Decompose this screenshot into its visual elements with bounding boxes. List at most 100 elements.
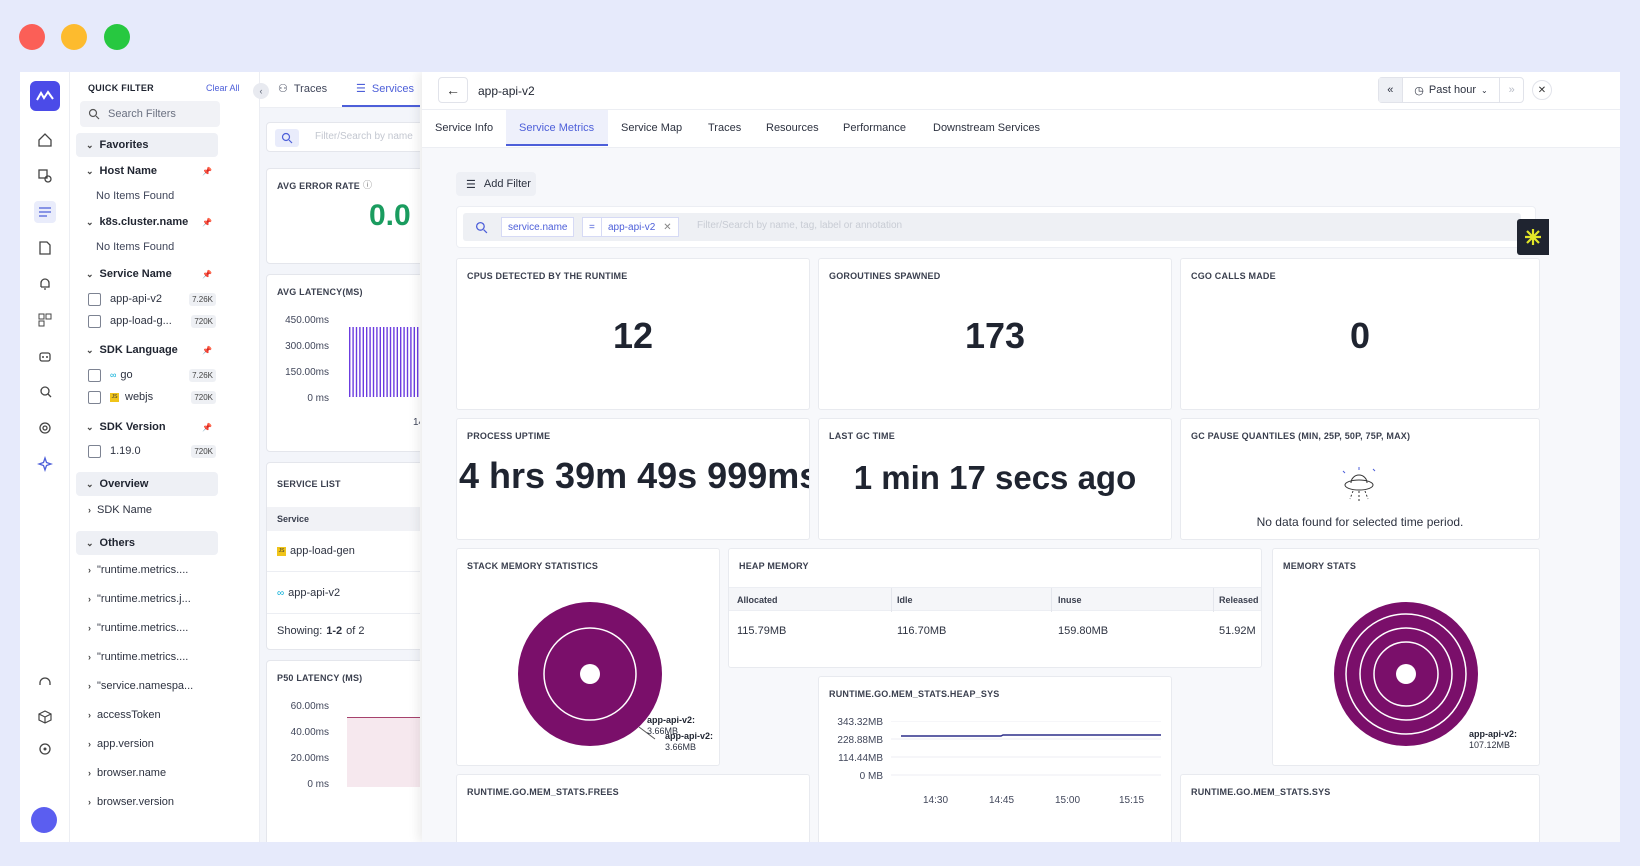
filter-chip-operator[interactable]: = [582, 217, 602, 237]
ai-search-icon[interactable] [467, 217, 495, 237]
option-label: webjs [125, 391, 154, 403]
info-icon[interactable]: ⓘ [363, 180, 373, 190]
filter-search-input[interactable] [108, 108, 208, 120]
filter-option-app-api-v2[interactable]: app-api-v2 7.26K [88, 290, 218, 308]
others-item[interactable]: › app.version [88, 738, 154, 750]
column-header: Idle [897, 595, 913, 605]
chip-remove-icon[interactable]: ✕ [663, 221, 672, 233]
window-minimize-button[interactable] [61, 24, 87, 50]
latency-bar [386, 327, 388, 397]
feedback-widget-icon[interactable] [1517, 219, 1549, 255]
card-title: GC PAUSE QUANTILES (MIN, 25P, 50P, 75P, … [1191, 431, 1411, 441]
collapse-panel-icon[interactable]: ‹ [253, 83, 269, 99]
window-maximize-button[interactable] [104, 24, 130, 50]
favorites-section[interactable]: ⌄ Favorites [76, 133, 218, 157]
others-item[interactable]: › "runtime.metrics.... [88, 622, 188, 634]
filter-option-go[interactable]: ∞ go 7.26K [88, 366, 218, 384]
checkbox[interactable] [88, 368, 101, 382]
others-item[interactable]: › browser.version [88, 796, 174, 808]
others-item[interactable]: › "runtime.metrics.... [88, 564, 188, 576]
column-header: Released [1219, 595, 1259, 605]
filter-chip-key[interactable]: service.name [501, 217, 575, 237]
others-item[interactable]: › "runtime.metrics.... [88, 651, 188, 663]
pin-icon[interactable]: 📌 [202, 166, 212, 176]
tab-service-info[interactable]: Service Info [435, 122, 494, 134]
app-logo-icon[interactable] [30, 81, 60, 111]
time-forward-icon[interactable]: » [1499, 78, 1523, 102]
gc-pause-card: GC PAUSE QUANTILES (MIN, 25P, 50P, 75P, … [1180, 418, 1540, 540]
time-back-icon[interactable]: « [1379, 78, 1403, 102]
metrics-search-input[interactable] [697, 220, 1097, 231]
sdk-version-label: SDK Version [99, 421, 166, 433]
chevron-right-icon: › [88, 739, 91, 749]
others-item-label: "runtime.metrics.j... [97, 593, 191, 605]
tab-service-metrics[interactable]: Service Metrics [519, 122, 595, 134]
option-label: app-load-g... [110, 315, 172, 327]
pin-icon[interactable]: 📌 [202, 422, 212, 432]
others-item[interactable]: › browser.name [88, 767, 166, 779]
service-row-app-api-v2[interactable]: ∞ app-api-v2 [277, 587, 340, 599]
tab-performance[interactable]: Performance [843, 122, 906, 134]
checkbox[interactable] [88, 390, 101, 404]
sdk-language-section[interactable]: ⌄ SDK Language 📌 [76, 340, 218, 360]
tab-downstream-services[interactable]: Downstream Services [933, 122, 1040, 134]
window-close-button[interactable] [19, 24, 45, 50]
pin-icon[interactable]: 📌 [202, 345, 212, 355]
ai-search-icon[interactable] [275, 129, 299, 147]
add-filter-button[interactable]: ☰ Add Filter [456, 172, 536, 196]
time-range-select[interactable]: ◷ Past hour ⌄ [1403, 78, 1500, 102]
overview-section[interactable]: ⌄ Overview [76, 472, 218, 496]
others-item[interactable]: › "service.namespa... [88, 680, 193, 692]
checkbox[interactable] [88, 292, 101, 306]
series-value: 107.12MB [1469, 740, 1511, 750]
alert-icon[interactable] [34, 273, 56, 295]
logs-icon[interactable] [34, 201, 56, 223]
filter-option-webjs[interactable]: JS webjs 720K [88, 388, 218, 406]
service-name-section[interactable]: ⌄ Service Name 📌 [76, 264, 218, 284]
settings-gear-icon[interactable] [34, 417, 56, 439]
sdk-name-item[interactable]: › SDK Name [88, 504, 152, 516]
filter-option-app-load-gen[interactable]: app-load-g... 720K [88, 312, 218, 330]
host-name-section[interactable]: ⌄ Host Name 📌 [76, 161, 218, 181]
others-item[interactable]: › "runtime.metrics.j... [88, 593, 191, 605]
filter-option-sdk-version[interactable]: 1.19.0 720K [88, 442, 218, 460]
sparkle-icon[interactable] [34, 453, 56, 475]
chevron-right-icon: › [88, 505, 91, 515]
cgo-value: 0 [1349, 315, 1371, 356]
support-icon[interactable] [34, 672, 56, 694]
tab-service-map[interactable]: Service Map [621, 122, 683, 134]
infra-icon[interactable] [34, 165, 56, 187]
tab-resources[interactable]: Resources [766, 122, 819, 134]
x-tick: 14:45 [989, 795, 1015, 806]
others-item[interactable]: › accessToken [88, 709, 161, 721]
pin-icon[interactable]: 📌 [202, 217, 212, 227]
settings-icon[interactable] [34, 738, 56, 760]
latency-bar [349, 327, 351, 397]
k8s-cluster-section[interactable]: ⌄ k8s.cluster.name 📌 [76, 212, 218, 232]
checkbox[interactable] [88, 444, 101, 458]
user-search-icon[interactable] [34, 381, 56, 403]
quick-filter-panel: QUICK FILTER Clear All ‹ ⌄ Favorites ⌄ Hos… [70, 72, 269, 842]
avg-error-rate-card: AVG ERROR RATE ⓘ 0.0 [266, 168, 420, 264]
dashboard-icon[interactable] [34, 309, 56, 331]
tab-traces[interactable]: Traces [708, 122, 742, 134]
tab-traces[interactable]: ⚇ Traces [278, 82, 327, 96]
pin-icon[interactable]: 📌 [202, 269, 212, 279]
filter-chip-value[interactable]: app-api-v2 ✕ [601, 217, 679, 237]
sdk-version-section[interactable]: ⌄ SDK Version 📌 [76, 417, 218, 437]
close-icon[interactable]: ✕ [1532, 80, 1552, 100]
services-search-input[interactable] [315, 131, 420, 142]
others-item-label: "runtime.metrics.... [97, 651, 189, 663]
box-icon[interactable] [34, 706, 56, 728]
back-arrow-icon[interactable]: ← [438, 77, 468, 103]
others-section[interactable]: ⌄ Others [76, 531, 218, 555]
card-title: LAST GC TIME [829, 431, 895, 441]
clear-all-link[interactable]: Clear All [206, 83, 240, 93]
doc-icon[interactable] [34, 237, 56, 259]
service-row-app-load-gen[interactable]: JS app-load-gen [277, 545, 355, 557]
checkbox[interactable] [88, 314, 101, 328]
home-icon[interactable] [34, 129, 56, 151]
user-avatar[interactable] [31, 807, 57, 833]
tab-services[interactable]: ☰ Services [356, 82, 414, 96]
bot-icon[interactable] [34, 345, 56, 367]
